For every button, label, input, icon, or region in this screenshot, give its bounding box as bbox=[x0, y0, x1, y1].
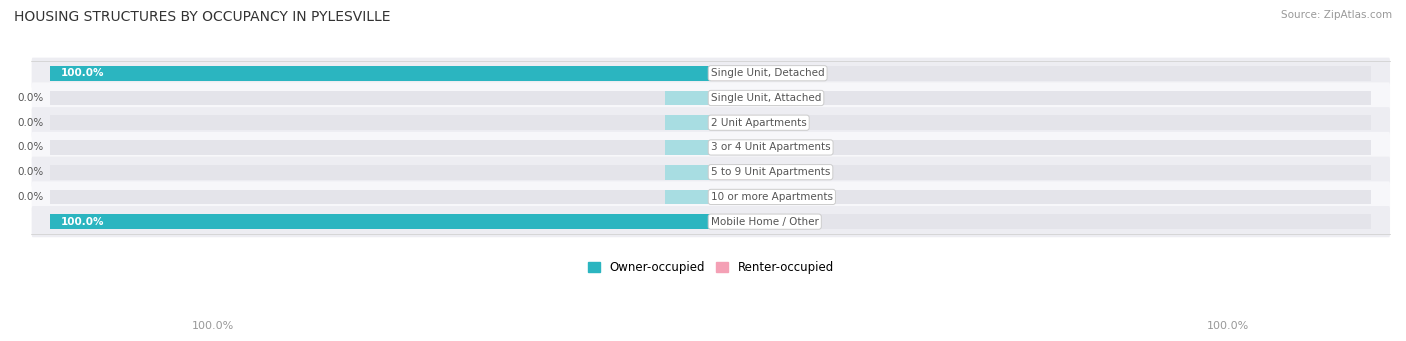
Bar bbox=[665, 165, 711, 180]
Text: 100.0%: 100.0% bbox=[60, 217, 104, 227]
Text: Source: ZipAtlas.com: Source: ZipAtlas.com bbox=[1281, 10, 1392, 20]
FancyBboxPatch shape bbox=[32, 181, 1391, 212]
Bar bbox=[711, 66, 1371, 81]
FancyBboxPatch shape bbox=[32, 58, 1391, 89]
Bar bbox=[711, 91, 756, 105]
Bar bbox=[51, 115, 711, 130]
Text: 0.0%: 0.0% bbox=[18, 93, 44, 103]
Bar bbox=[51, 214, 711, 229]
Bar bbox=[51, 140, 711, 155]
FancyBboxPatch shape bbox=[32, 206, 1391, 237]
FancyBboxPatch shape bbox=[32, 83, 1391, 114]
FancyBboxPatch shape bbox=[32, 157, 1391, 188]
Bar bbox=[51, 66, 711, 81]
Bar bbox=[711, 91, 1371, 105]
Bar bbox=[711, 165, 1371, 180]
FancyBboxPatch shape bbox=[32, 132, 1391, 163]
Text: 0.0%: 0.0% bbox=[766, 68, 793, 78]
Bar bbox=[711, 165, 756, 180]
Text: 0.0%: 0.0% bbox=[766, 143, 793, 152]
Bar bbox=[665, 190, 711, 204]
Bar bbox=[711, 115, 1371, 130]
Bar bbox=[665, 115, 711, 130]
Text: 0.0%: 0.0% bbox=[18, 167, 44, 177]
Text: 0.0%: 0.0% bbox=[766, 217, 793, 227]
Text: Single Unit, Attached: Single Unit, Attached bbox=[711, 93, 821, 103]
Text: 2 Unit Apartments: 2 Unit Apartments bbox=[711, 118, 807, 128]
Text: 100.0%: 100.0% bbox=[60, 68, 104, 78]
Text: 0.0%: 0.0% bbox=[18, 143, 44, 152]
Text: 5 to 9 Unit Apartments: 5 to 9 Unit Apartments bbox=[711, 167, 830, 177]
Bar bbox=[51, 66, 711, 81]
Text: 10 or more Apartments: 10 or more Apartments bbox=[711, 192, 832, 202]
Bar bbox=[51, 165, 711, 180]
Bar bbox=[665, 91, 711, 105]
Text: 0.0%: 0.0% bbox=[766, 167, 793, 177]
FancyBboxPatch shape bbox=[32, 107, 1391, 138]
Bar bbox=[711, 115, 756, 130]
Bar bbox=[51, 190, 711, 204]
Bar bbox=[51, 91, 711, 105]
Text: 0.0%: 0.0% bbox=[18, 118, 44, 128]
Text: Mobile Home / Other: Mobile Home / Other bbox=[711, 217, 818, 227]
Text: HOUSING STRUCTURES BY OCCUPANCY IN PYLESVILLE: HOUSING STRUCTURES BY OCCUPANCY IN PYLES… bbox=[14, 10, 391, 24]
Bar bbox=[51, 214, 711, 229]
Text: 100.0%: 100.0% bbox=[1208, 321, 1250, 331]
Legend: Owner-occupied, Renter-occupied: Owner-occupied, Renter-occupied bbox=[583, 256, 838, 279]
Bar bbox=[711, 214, 756, 229]
Text: Single Unit, Detached: Single Unit, Detached bbox=[711, 68, 824, 78]
Bar bbox=[711, 190, 756, 204]
Text: 100.0%: 100.0% bbox=[191, 321, 233, 331]
Bar bbox=[711, 190, 1371, 204]
Text: 0.0%: 0.0% bbox=[766, 192, 793, 202]
Text: 0.0%: 0.0% bbox=[766, 118, 793, 128]
Bar bbox=[711, 66, 756, 81]
Text: 0.0%: 0.0% bbox=[766, 93, 793, 103]
Bar bbox=[711, 140, 756, 155]
Text: 0.0%: 0.0% bbox=[18, 192, 44, 202]
Text: 3 or 4 Unit Apartments: 3 or 4 Unit Apartments bbox=[711, 143, 831, 152]
Bar bbox=[665, 140, 711, 155]
Bar bbox=[711, 140, 1371, 155]
Bar bbox=[711, 214, 1371, 229]
